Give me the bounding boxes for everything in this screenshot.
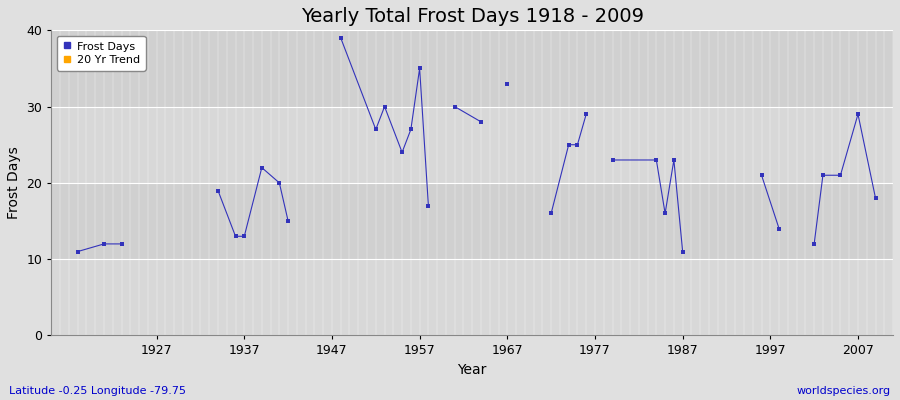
Y-axis label: Frost Days: Frost Days	[7, 146, 21, 219]
Bar	[51, 30, 893, 106]
Bar	[51, 259, 893, 336]
Legend: Frost Days, 20 Yr Trend: Frost Days, 20 Yr Trend	[57, 36, 146, 70]
Text: worldspecies.org: worldspecies.org	[796, 386, 891, 396]
X-axis label: Year: Year	[457, 363, 487, 377]
Title: Yearly Total Frost Days 1918 - 2009: Yearly Total Frost Days 1918 - 2009	[301, 7, 644, 26]
Text: Latitude -0.25 Longitude -79.75: Latitude -0.25 Longitude -79.75	[9, 386, 186, 396]
Bar	[51, 106, 893, 183]
Bar	[51, 183, 893, 259]
